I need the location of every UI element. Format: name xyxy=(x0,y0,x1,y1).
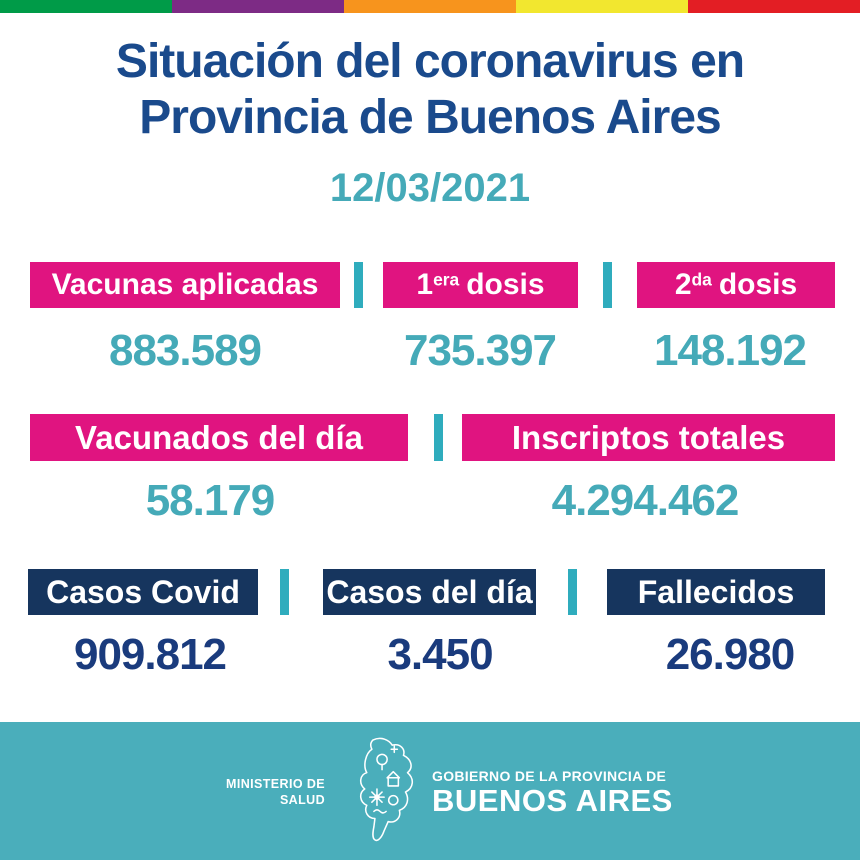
badge-primera-dosis: 1era dosis xyxy=(383,262,578,308)
stripe-red-segment xyxy=(688,0,860,13)
value-segunda-dosis: 148.192 xyxy=(653,326,807,375)
dose-ordinal-sup: da xyxy=(691,269,712,290)
ministry-line-2: SALUD xyxy=(279,793,325,808)
badge-vacunas-aplicadas: Vacunas aplicadas xyxy=(30,262,340,308)
stripe-green-segment xyxy=(0,0,172,13)
badge-segunda-dosis: 2da dosis xyxy=(637,262,835,308)
footer-band: MINISTERIO DE SALUD GOBIERNO DE LA PROVI… xyxy=(0,722,860,860)
government-line-1: GOBIERNO DE LA PROVINCIA DE xyxy=(432,768,667,784)
divider-bar xyxy=(568,569,577,615)
divider-bar xyxy=(603,262,612,308)
badge-primera-dosis-label: 1era dosis xyxy=(416,268,544,302)
badge-inscriptos-totales: Inscriptos totales xyxy=(462,414,835,461)
title-line-1: Situación del coronavirus en xyxy=(115,35,745,88)
badge-casos-del-dia: Casos del día xyxy=(323,569,536,615)
government-line-2: BUENOS AIRES xyxy=(432,783,673,818)
dose-number: 1 xyxy=(416,268,434,301)
divider-bar xyxy=(354,262,363,308)
dose-word: dosis xyxy=(718,268,798,301)
buenos-aires-province-map-icon xyxy=(360,737,414,842)
value-vacunas-aplicadas: 883.589 xyxy=(108,326,262,375)
ministry-line-1: MINISTERIO DE xyxy=(226,777,325,791)
dose-ordinal-sup: era xyxy=(433,269,460,290)
ministry-of-health-label: MINISTERIO DE SALUD xyxy=(170,776,325,809)
page-title: Situación del coronavirus en Provincia d… xyxy=(0,34,860,145)
badge-segunda-dosis-label: 2da dosis xyxy=(675,268,797,302)
badge-fallecidos-label: Fallecidos xyxy=(637,573,795,610)
title-line-2: Provincia de Buenos Aires xyxy=(139,90,721,144)
badge-casos-covid-label: Casos Covid xyxy=(46,573,240,610)
badge-casos-covid: Casos Covid xyxy=(28,569,258,615)
dose-number: 2 xyxy=(674,268,692,301)
stripe-orange-segment xyxy=(344,0,516,13)
government-logo-text: GOBIERNO DE LA PROVINCIA DE BUENOS AIRES xyxy=(432,768,673,817)
value-inscriptos-totales: 4.294.462 xyxy=(551,476,740,525)
value-primera-dosis: 735.397 xyxy=(403,326,557,375)
badge-fallecidos: Fallecidos xyxy=(607,569,825,615)
value-vacunados-del-dia: 58.179 xyxy=(145,476,276,525)
divider-bar xyxy=(434,414,443,461)
divider-bar xyxy=(280,569,289,615)
badge-vacunados-del-dia-label: Vacunados del día xyxy=(75,418,363,456)
rainbow-stripe xyxy=(0,0,860,13)
badge-vacunas-aplicadas-label: Vacunas aplicadas xyxy=(51,268,319,301)
badge-casos-del-dia-label: Casos del día xyxy=(326,573,533,610)
badge-vacunados-del-dia: Vacunados del día xyxy=(30,414,408,461)
stripe-purple-segment xyxy=(172,0,344,13)
value-fallecidos: 26.980 xyxy=(665,630,796,679)
stripe-yellow-segment xyxy=(516,0,688,13)
value-casos-del-dia: 3.450 xyxy=(387,630,493,679)
dose-word: dosis xyxy=(466,268,545,301)
value-casos-covid: 909.812 xyxy=(73,630,227,679)
report-date: 12/03/2021 xyxy=(329,166,531,210)
badge-inscriptos-totales-label: Inscriptos totales xyxy=(511,418,786,456)
